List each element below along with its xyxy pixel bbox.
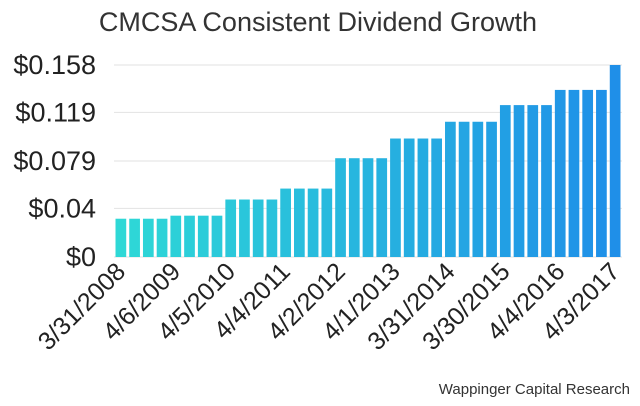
dividend-bar xyxy=(307,188,319,257)
dividend-bar xyxy=(568,89,580,257)
chart-title: CMCSA Consistent Dividend Growth xyxy=(99,7,537,37)
dividend-bar xyxy=(184,215,195,257)
x-axis-ticks: 3/31/20084/6/20094/5/20104/4/20114/2/201… xyxy=(33,257,626,356)
dividend-bar xyxy=(115,218,127,257)
dividend-bar xyxy=(197,215,209,257)
dividend-bar xyxy=(266,199,278,257)
dividend-bar xyxy=(417,138,429,257)
dividend-bar xyxy=(348,158,360,257)
dividend-bar xyxy=(582,89,594,257)
dividend-bar xyxy=(142,218,154,257)
y-tick-label: $0 xyxy=(66,242,96,272)
dividend-bar xyxy=(252,199,264,257)
dividend-bar xyxy=(156,218,168,257)
dividend-bar xyxy=(609,65,621,257)
dividend-bar xyxy=(225,199,237,257)
dividend-bar xyxy=(458,121,470,257)
dividend-bar xyxy=(499,105,511,257)
dividend-bar xyxy=(170,215,182,257)
dividend-bar xyxy=(211,215,223,257)
dividend-bar xyxy=(541,105,552,257)
dividend-bar xyxy=(403,138,415,257)
dividend-bar xyxy=(321,188,333,257)
dividend-bar xyxy=(527,105,539,257)
dividend-bar xyxy=(362,158,374,257)
dividend-bar xyxy=(294,188,305,257)
bars-group xyxy=(115,65,621,257)
dividend-bar xyxy=(335,158,346,257)
y-tick-label: $0.04 xyxy=(28,193,96,223)
y-tick-label: $0.158 xyxy=(13,50,96,80)
dividend-bar xyxy=(596,89,607,257)
y-tick-label: $0.079 xyxy=(13,146,96,176)
dividend-bar xyxy=(445,121,456,257)
y-tick-label: $0.119 xyxy=(15,97,96,127)
dividend-bar xyxy=(431,138,442,257)
dividend-bar xyxy=(390,138,401,257)
dividend-bar xyxy=(129,218,140,257)
dividend-bar xyxy=(376,158,388,257)
dividend-bar xyxy=(280,188,291,257)
dividend-bar xyxy=(239,199,250,257)
dividend-bar xyxy=(554,89,566,257)
dividend-bar xyxy=(486,121,497,257)
y-axis-ticks: $0 $0.04 $0.079 $0.119 $0.158 xyxy=(13,50,96,272)
dividend-bar xyxy=(472,121,484,257)
source-credit: Wappinger Capital Research xyxy=(438,381,630,398)
dividend-bar xyxy=(513,105,525,257)
